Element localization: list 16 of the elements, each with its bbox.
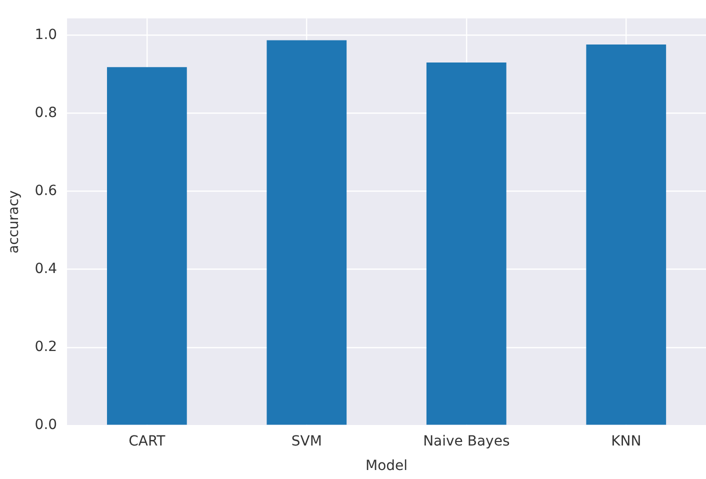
y-tick-label: 1.0	[34, 26, 58, 43]
y-tick-label: 0.2	[34, 338, 58, 355]
y-axis-title: accuracy	[6, 190, 22, 254]
x-tick-label: CART	[128, 433, 166, 450]
bar	[426, 62, 506, 425]
bar	[266, 40, 347, 425]
y-tick-label: 0.0	[34, 417, 58, 434]
y-tick-label: 0.6	[34, 182, 58, 199]
x-tick-label: KNN	[611, 433, 642, 450]
bar	[107, 67, 187, 425]
x-tick-label: Naive Bayes	[423, 433, 510, 450]
y-tick-label: 0.4	[34, 260, 58, 277]
y-tick-label: 0.8	[34, 104, 58, 121]
x-tick-label: SVM	[291, 433, 322, 450]
bar	[586, 44, 666, 425]
x-axis-title: Model	[366, 458, 408, 474]
